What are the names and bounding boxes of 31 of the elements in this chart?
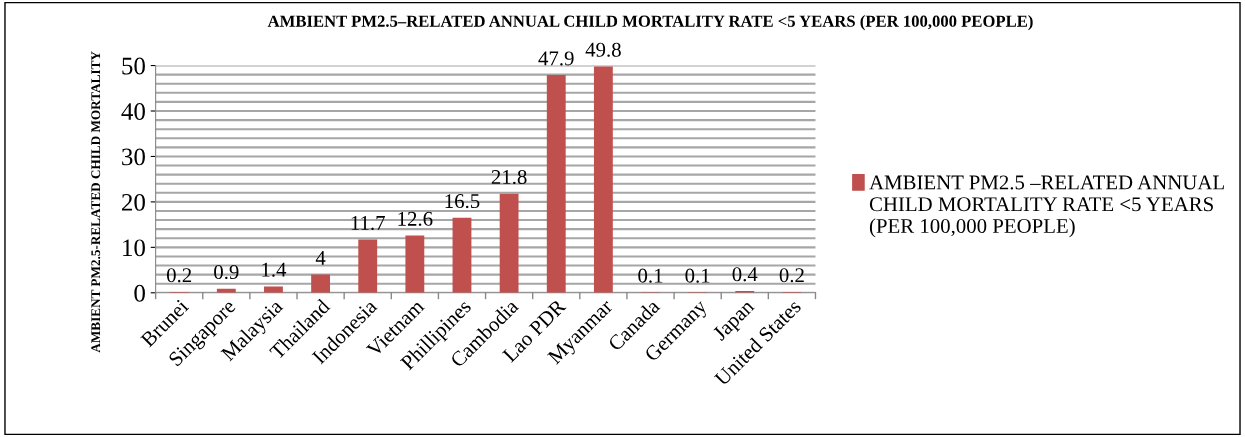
bar	[358, 239, 378, 293]
bar	[405, 235, 425, 293]
y-tick-label: 0	[134, 284, 145, 302]
bar	[593, 66, 613, 293]
data-label: 12.6	[398, 211, 433, 226]
data-label: 0.2	[166, 268, 192, 283]
data-label: 21.8	[491, 169, 527, 185]
bar	[311, 274, 331, 293]
data-label: 0.4	[732, 267, 758, 282]
data-label: 0.9	[214, 264, 239, 280]
data-label: 0.1	[685, 268, 710, 283]
data-label: 4	[315, 251, 326, 265]
y-tick-label: 30	[122, 148, 145, 166]
data-label: 0.2	[779, 268, 804, 283]
y-tick-label: 40	[121, 103, 145, 120]
bar	[452, 217, 472, 293]
legend-label: AMBIENT PM2.5 –RELATED ANNUAL CHILD MORTALITY RATE <5 YEARS (PER 100,000 PEOPLE)	[869, 175, 1224, 238]
y-tick-label: 50	[122, 57, 145, 75]
y-axis-title: AMBIENT PM2.5-RELATED CHILD MORTALITY	[91, 51, 101, 353]
chart-title: AMBIENT PM2.5–RELATED ANNUAL CHILD MORTALITY RATE <5 YEARS (PER 100,000 PEOPLE)	[267, 15, 1033, 31]
data-label: 11.7	[351, 215, 385, 231]
data-label: 47.9	[538, 51, 574, 66]
data-label: 1.4	[262, 262, 287, 277]
bar	[264, 286, 283, 293]
data-label: 0.1	[638, 268, 663, 283]
bar	[546, 75, 566, 293]
y-tick-label: 20	[122, 193, 145, 211]
y-tick-label: 10	[123, 239, 145, 257]
data-label: 49.8	[585, 42, 621, 57]
bar	[499, 193, 519, 293]
data-label: 16.5	[445, 194, 480, 209]
